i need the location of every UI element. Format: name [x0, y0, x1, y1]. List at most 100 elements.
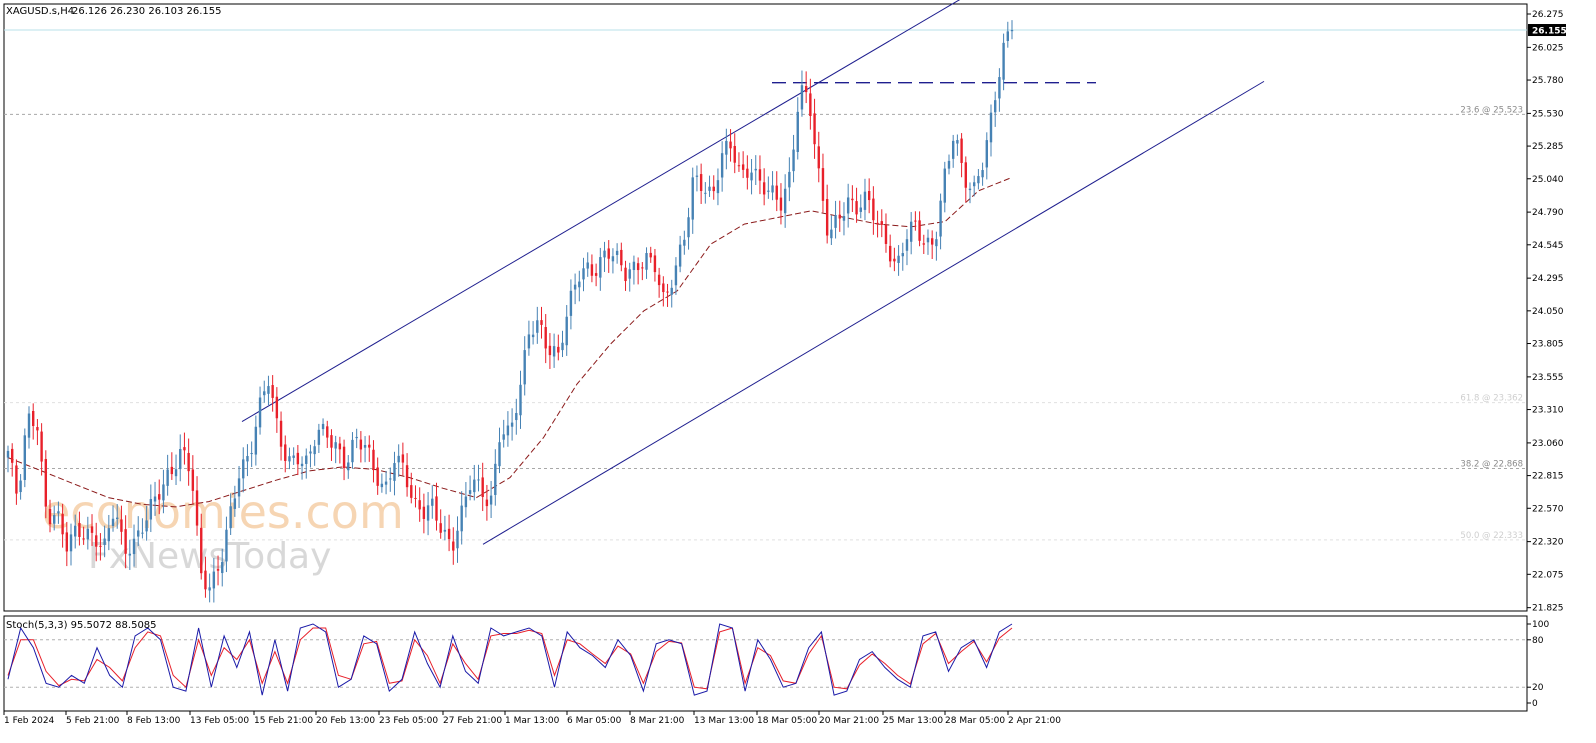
candle-body	[393, 463, 396, 481]
candle-body	[615, 250, 619, 255]
fibonacci-levels: 23.6 @ 25.523 61.8 @ 23.362 38.2 @ 22.868 5…	[4, 105, 1527, 541]
price-tick-label: 25.780	[1532, 76, 1564, 86]
candle-body	[821, 168, 825, 201]
candle-body	[65, 532, 69, 552]
candle-body	[800, 85, 804, 110]
candle-body	[250, 453, 253, 455]
time-tick-label: 13 Feb 05:00	[190, 716, 249, 726]
candle-body	[590, 264, 594, 276]
candle-body	[725, 140, 728, 155]
candles	[6, 20, 1014, 603]
candle-body	[132, 538, 136, 555]
candle-body	[767, 190, 770, 192]
fib-label: 50.0 @ 22.333	[1460, 531, 1523, 541]
candle-body	[943, 168, 946, 203]
candle-body	[893, 258, 896, 262]
stoch-main-line	[7, 623, 1013, 696]
candle-body	[578, 281, 581, 288]
candle-body	[666, 291, 669, 293]
candle-body	[246, 456, 249, 462]
candle-body	[897, 255, 900, 263]
time-tick-label: 18 Mar 05:00	[757, 716, 817, 726]
candle-body	[737, 165, 741, 167]
candle-body	[691, 177, 694, 220]
candle-body	[401, 454, 405, 463]
price-badge	[1528, 24, 1566, 37]
candle-body	[964, 162, 967, 188]
candle-body	[683, 239, 686, 246]
candle-body	[221, 562, 224, 574]
candle-body	[863, 191, 867, 210]
candle-body	[179, 449, 182, 470]
candle-body	[477, 479, 480, 481]
candle-body	[355, 436, 358, 439]
candle-body	[321, 423, 325, 430]
candle-body	[111, 518, 115, 526]
candle-body	[57, 511, 60, 514]
candle-body	[498, 442, 501, 467]
candle-body	[872, 198, 875, 221]
candle-body	[326, 426, 329, 438]
price-tick-label: 23.060	[1532, 439, 1564, 449]
candle-body	[951, 140, 955, 159]
candle-body	[695, 175, 699, 177]
candle-body	[888, 245, 892, 262]
candle-body	[107, 528, 111, 542]
header-ohlc: 26.126 26.230 26.103 26.155	[72, 6, 222, 17]
candle-body	[359, 439, 363, 450]
candle-body	[317, 429, 321, 445]
time-tick-label: 20 Mar 21:00	[819, 716, 879, 726]
candle-body	[842, 216, 846, 221]
candle-body	[468, 490, 472, 494]
price-tick-label: 24.295	[1532, 274, 1564, 284]
candle-body	[99, 545, 102, 547]
candle-body	[809, 93, 812, 116]
candle-body	[74, 525, 77, 537]
price-tick-label: 22.815	[1532, 472, 1564, 482]
candle-body	[733, 145, 736, 163]
candle-body	[275, 396, 279, 419]
candle-body	[729, 141, 732, 149]
candle-body	[704, 192, 707, 194]
candle-body	[351, 439, 354, 463]
candle-body	[372, 449, 375, 471]
candle-body	[657, 274, 661, 286]
stoch-tick-label: 100	[1532, 620, 1549, 630]
price-tick-label: 26.025	[1532, 43, 1564, 53]
candle-body	[288, 456, 291, 462]
candle-body	[86, 528, 90, 540]
candle-body	[195, 490, 199, 526]
watermark-fxnewstoday: FxNewsToday	[88, 536, 331, 577]
candle-body	[78, 523, 81, 537]
candle-body	[947, 160, 951, 169]
candle-body	[687, 217, 690, 238]
candle-body	[405, 465, 409, 488]
candle-body	[981, 170, 984, 178]
candle-body	[363, 445, 367, 448]
candle-body	[48, 508, 52, 525]
candle-body	[624, 267, 627, 282]
candle-body	[544, 327, 547, 349]
candle-body	[510, 422, 514, 427]
time-tick-label: 8 Mar 21:00	[630, 716, 685, 726]
candle-body	[1010, 30, 1014, 32]
candle-body	[334, 442, 337, 449]
candle-body	[124, 529, 127, 554]
candle-body	[926, 237, 930, 243]
price-axis: 26.275 26.025 25.780 25.530 25.285 25.040 24.7…	[1527, 10, 1567, 614]
candle-body	[149, 499, 153, 520]
candle-body	[330, 435, 333, 448]
candle-body	[851, 198, 854, 201]
time-tick-label: 20 Feb 13:00	[316, 716, 375, 726]
time-tick-label: 13 Mar 13:00	[694, 716, 754, 726]
price-tick-label: 24.790	[1532, 208, 1564, 218]
candle-body	[573, 284, 577, 290]
candle-body	[237, 478, 241, 497]
candle-body	[930, 238, 934, 245]
candle-body	[32, 411, 35, 427]
candle-body	[867, 190, 871, 201]
header-symbol: XAGUSD.s,H4	[6, 6, 74, 17]
candle-body	[674, 265, 678, 286]
candle-body	[586, 262, 589, 269]
candle-body	[1006, 31, 1009, 42]
